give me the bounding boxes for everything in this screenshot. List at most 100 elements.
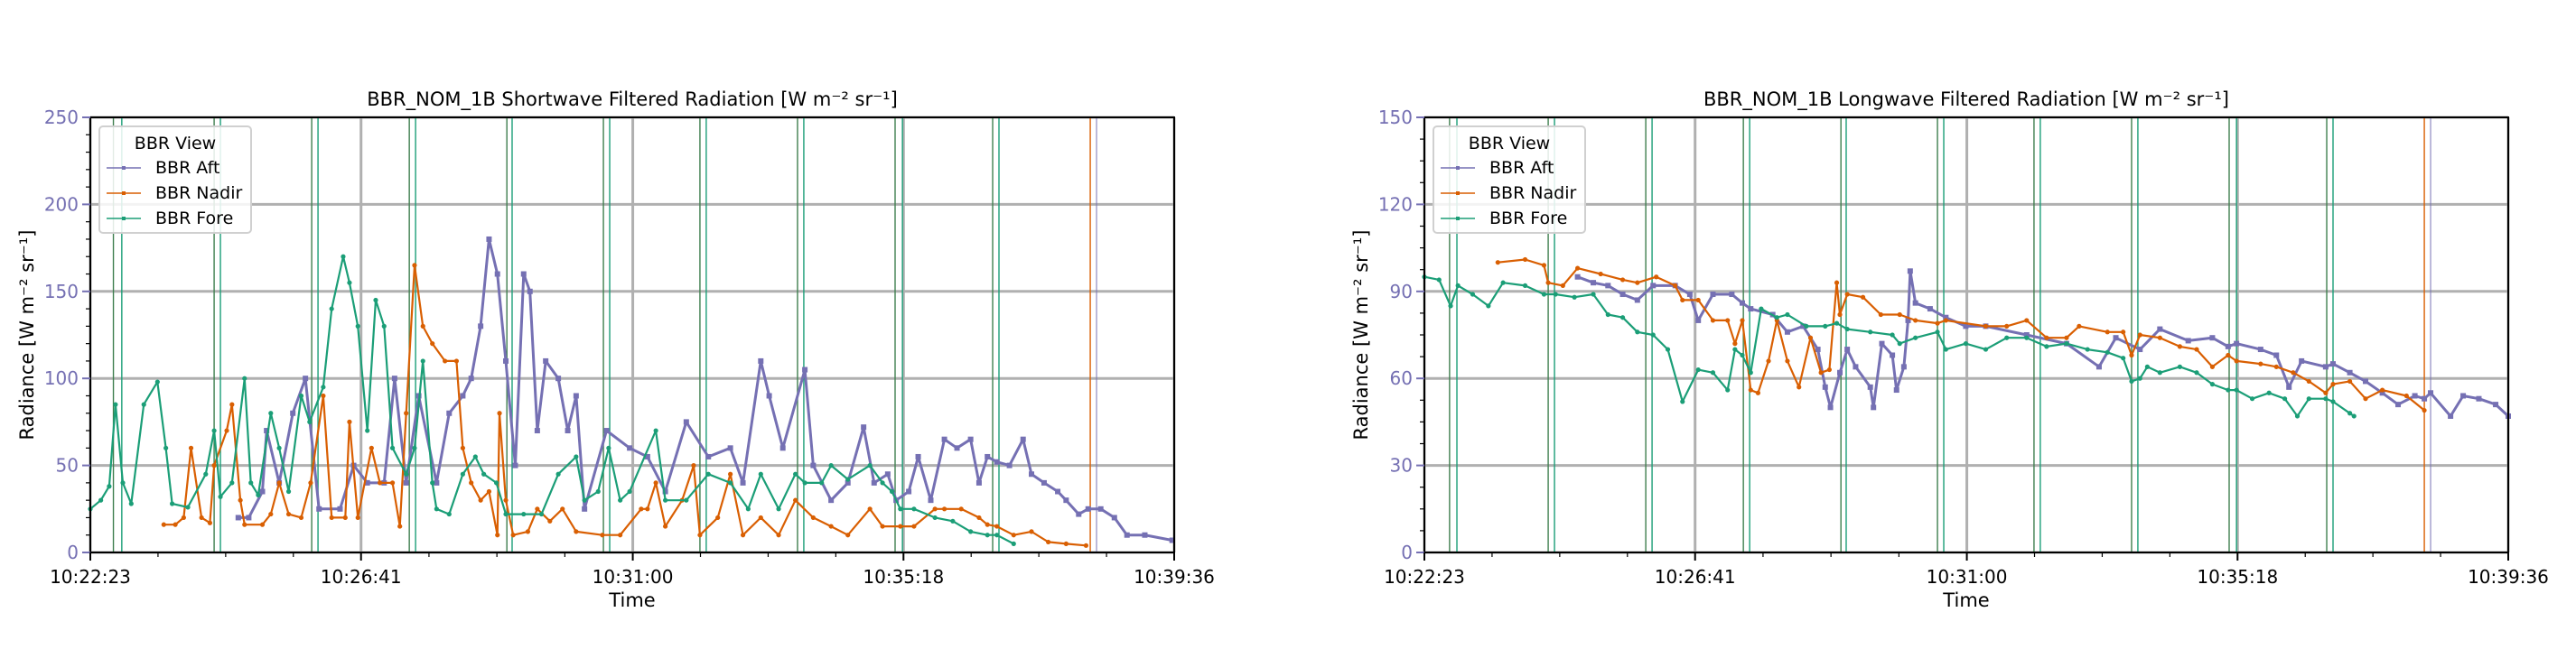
data-point-nadir	[430, 341, 435, 347]
data-point-aft	[1650, 283, 1657, 289]
data-point-nadir	[2306, 378, 2311, 385]
data-point-fore	[1748, 370, 1753, 376]
legend-label-aft: BBR Aft	[1489, 158, 1554, 178]
data-point-fore	[185, 505, 191, 510]
chart-title: BBR_NOM_1B Shortwave Filtered Radiation …	[367, 88, 898, 111]
data-point-nadir	[347, 419, 352, 424]
data-point-nadir	[1695, 297, 1701, 303]
data-point-fore	[1455, 283, 1461, 288]
data-point-fore	[932, 515, 938, 521]
data-point-fore	[2004, 335, 2010, 340]
data-point-nadir	[1710, 318, 1716, 323]
data-point-nadir	[776, 533, 781, 538]
data-point-fore	[373, 297, 378, 303]
data-point-aft	[2322, 364, 2329, 370]
data-point-fore	[107, 484, 112, 489]
data-point-fore	[1963, 341, 1969, 347]
data-point-aft	[627, 445, 633, 451]
data-point-nadir	[2273, 364, 2279, 369]
data-point-aft	[1055, 488, 1061, 495]
data-point-aft	[1907, 268, 1913, 274]
data-point-nadir	[1837, 311, 1843, 318]
data-point-aft	[1748, 306, 1754, 312]
data-point-nadir	[2291, 370, 2296, 376]
data-point-aft	[766, 393, 772, 399]
data-point-fore	[950, 518, 956, 524]
data-point-fore	[867, 463, 873, 469]
series-line-fore	[89, 255, 1014, 545]
data-point-fore	[211, 428, 217, 433]
data-point-aft	[1800, 323, 1806, 329]
data-point-fore	[880, 480, 885, 486]
data-point-nadir	[976, 515, 982, 521]
data-point-fore	[745, 506, 751, 512]
data-point-nadir	[2323, 390, 2329, 395]
data-point-aft	[1124, 532, 1130, 538]
data-point-fore	[256, 492, 261, 497]
data-point-fore	[307, 419, 313, 424]
data-point-aft	[1710, 292, 1716, 298]
y-axis-label: Radiance [W m⁻² sr⁻¹]	[16, 229, 38, 440]
data-point-nadir	[2105, 329, 2110, 335]
data-point-fore	[2137, 376, 2142, 381]
data-point-aft	[2330, 361, 2337, 367]
data-point-aft	[264, 428, 270, 434]
data-point-aft	[434, 479, 440, 486]
data-point-fore	[321, 385, 326, 390]
data-point-aft	[1853, 364, 1859, 370]
data-point-aft	[1097, 506, 1104, 512]
data-point-nadir	[268, 511, 274, 517]
legend-box	[1433, 125, 1586, 234]
series-fore	[88, 254, 1016, 546]
y-tick-label: 0	[1401, 542, 1413, 563]
data-point-aft	[1686, 292, 1693, 298]
data-point-aft	[1879, 340, 1885, 347]
data-point-nadir	[2121, 329, 2126, 335]
data-point-nadir	[2422, 407, 2427, 413]
data-point-fore	[845, 477, 851, 482]
data-point-nadir	[1635, 280, 1640, 285]
data-point-aft	[2299, 357, 2305, 364]
data-point-fore	[1983, 347, 1989, 352]
data-point-fore	[2177, 364, 2182, 369]
data-point-nadir	[1878, 311, 1883, 318]
data-point-aft	[486, 236, 492, 242]
data-point-nadir	[308, 480, 313, 486]
data-point-fore	[819, 480, 825, 486]
data-point-nadir	[525, 529, 531, 534]
x-tick-label: 10:39:36	[2468, 566, 2549, 588]
data-point-nadir	[443, 358, 448, 364]
data-point-aft	[1963, 323, 1969, 329]
x-tick-label: 10:26:41	[1655, 566, 1736, 588]
data-point-fore	[1740, 352, 1745, 358]
data-point-aft	[2234, 340, 2240, 347]
series-fore	[1422, 274, 2357, 419]
data-point-aft	[1169, 537, 1175, 543]
y-axis-label: Radiance [W m⁻² sr⁻¹]	[1350, 229, 1372, 440]
data-point-aft	[503, 357, 509, 364]
x-tick-label: 10:35:18	[863, 566, 944, 588]
data-point-fore	[2294, 413, 2301, 419]
data-point-fore	[2085, 347, 2090, 352]
data-point-fore	[481, 471, 487, 477]
data-point-nadir	[1063, 541, 1069, 546]
data-point-aft	[1020, 436, 1026, 442]
data-point-fore	[1500, 280, 1506, 285]
data-point-fore	[365, 428, 370, 433]
legend-marker-aft	[1456, 166, 1460, 170]
data-point-nadir	[1575, 265, 1581, 271]
data-point-fore	[985, 533, 990, 538]
data-point-nadir	[715, 515, 721, 521]
data-point-nadir	[1545, 280, 1551, 285]
data-point-nadir	[1732, 341, 1738, 347]
y-tick-label: 90	[1390, 281, 1413, 302]
data-point-aft	[2157, 326, 2163, 332]
data-point-fore	[229, 480, 235, 486]
data-point-nadir	[547, 518, 553, 524]
y-tick-label: 200	[44, 193, 79, 215]
data-point-nadir	[1983, 323, 1989, 329]
data-point-fore	[154, 379, 160, 385]
data-point-aft	[259, 488, 266, 495]
x-tick-label: 10:35:18	[2197, 566, 2278, 588]
data-point-nadir	[1785, 358, 1790, 364]
